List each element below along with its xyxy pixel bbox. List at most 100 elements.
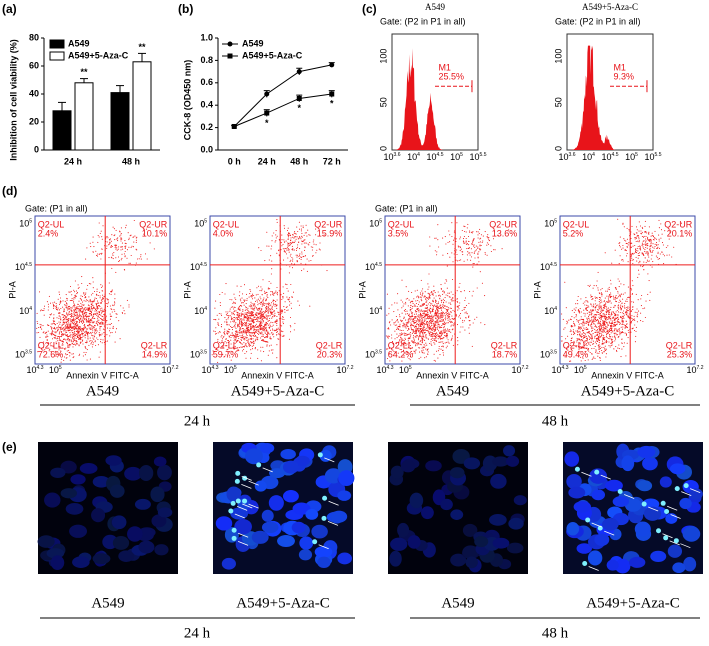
apoptotic-body [641,501,647,507]
tick-exponent: 5 [204,219,207,225]
legend-label: A549 [242,38,264,48]
tick-label: 104.5 [602,152,619,162]
nucleus [614,558,631,574]
gate-label: Gate: (P2 in P1 in all) [555,16,641,26]
quadrant-percent: 25.3% [667,349,693,359]
tick-exponent: 4.5 [437,152,444,158]
caption: A549+5-Aza-C [581,383,674,399]
nucleus [124,466,142,481]
quadrant-name: Q2-UR [314,219,343,229]
tick-exponent: 5 [379,219,382,225]
tick-label: 103.5 [190,350,207,360]
nucleus [591,489,606,501]
nucleus [79,463,98,474]
x-tick-label: 48 h [290,156,308,166]
pointer-arrow [581,471,592,477]
tick-label: 103.5 [15,350,32,360]
nucleus [492,537,510,549]
nucleus [298,549,313,561]
tick-exponent: 5 [409,365,412,371]
tick-exponent: 4 [417,152,420,158]
pointer-arrow [600,474,611,480]
tick-base: 10 [19,306,29,316]
tick-label: 104.5 [190,263,207,273]
nucleus [425,460,442,472]
plot-title: A549 [425,2,445,12]
nucleus [254,480,267,492]
apoptotic-body [674,486,680,492]
significance: ** [138,42,146,52]
apoptotic-body [322,495,328,501]
legend-label: A549+5-Aza-C [242,50,303,60]
nucleus [338,470,355,487]
tick-base: 10 [190,263,200,273]
tick-base: 10 [645,152,655,162]
nucleus [492,456,509,467]
tick-label: 104 [582,152,595,162]
nucleus [390,465,404,479]
quadrant-percent: 4.0% [213,228,234,238]
nucleus [463,457,481,470]
nucleus [602,518,619,531]
tick-exponent: 4.5 [200,263,207,269]
nucleus [642,498,660,510]
y-tick-label: 1.0 [200,32,213,42]
tick-exponent: 7.2 [697,365,704,371]
tick-label: 105 [399,365,412,375]
tick-label: 103.6 [384,152,401,162]
nucleus [277,534,295,548]
pointer-arrow [242,503,253,509]
x-tick-label: 48 h [122,156,140,166]
tick-exponent: 4.3 [37,365,44,371]
nucleus [606,559,619,571]
nucleus [60,488,78,499]
quadrant-name: Q2-LL [563,340,588,350]
x-axis-label: Annexin V FITC-A [66,370,139,380]
nucleus [628,556,646,568]
tick-label: 107.2 [512,365,529,375]
marker [296,69,302,75]
tick-label: 105.5 [470,152,487,162]
quadrant-name: Q2-LR [141,340,168,350]
marker [264,110,270,116]
tick-base: 10 [540,350,550,360]
nucleus [151,514,167,528]
nucleus [450,553,467,567]
marker [296,95,302,101]
tick-base: 10 [369,219,379,229]
quadrant-name: Q2-LL [213,340,238,350]
tick-exponent: 3.6 [569,152,576,158]
gate-label: Gate: (P2 in P1 in all) [380,16,466,26]
nucleus [489,514,507,526]
pointer-arrow [241,483,252,489]
nucleus [269,468,286,479]
tick-base: 10 [15,350,25,360]
nucleus [234,519,252,535]
y-tick-label: 50 [553,97,563,107]
nucleus [319,449,332,462]
nucleus [230,507,249,520]
significance: * [297,103,301,113]
quadrant-percent: 5.2% [563,228,584,238]
nucleus [70,474,86,485]
quadrant-name: Q2-UL [38,219,65,229]
x-axis-label: Annexin V FITC-A [591,370,664,380]
quadrant-percent: 13.6% [492,228,518,238]
nucleus [490,473,507,489]
significance: ** [80,67,88,77]
tick-exponent: 4.3 [562,365,569,371]
tick-label: 107.2 [162,365,179,375]
nucleus [637,480,653,492]
plot-frame [566,33,654,151]
caption: A549 [436,383,469,399]
quadrant-percent: 15.9% [317,228,343,238]
nucleus [317,556,331,568]
nucleus [421,506,434,520]
legend-swatch [49,51,65,61]
x-axis-label: Annexin V FITC-A [416,370,489,380]
pointer-arrow [667,505,678,511]
tick-base: 10 [49,365,59,375]
significance: * [330,99,334,109]
quadrant-percent: 2.4% [38,228,59,238]
apoptotic-body [664,508,670,514]
